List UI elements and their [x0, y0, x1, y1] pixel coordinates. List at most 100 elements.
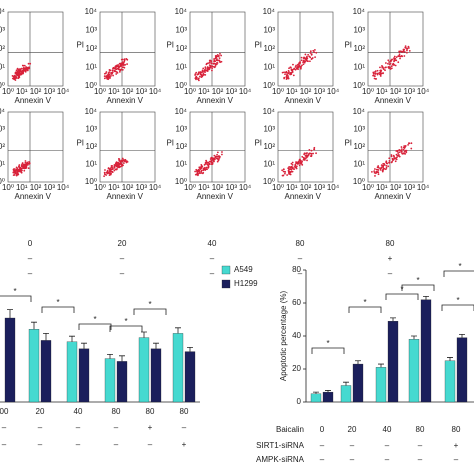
x-tick-label: 80	[452, 425, 461, 434]
event-dot	[379, 169, 382, 171]
event-dot	[399, 57, 401, 60]
event-dot	[407, 143, 410, 146]
event-dot	[387, 66, 390, 68]
event-dot	[391, 157, 394, 160]
bar	[375, 367, 387, 403]
x-tick-label: 10¹	[286, 87, 298, 96]
event-dot	[288, 67, 290, 70]
significance-mark: *	[363, 298, 366, 307]
x-tick-label: 10⁰	[2, 183, 14, 192]
event-dot	[290, 170, 293, 173]
event-dot	[213, 157, 216, 160]
bracket	[41, 306, 75, 313]
x-tick-label: 80	[180, 407, 189, 416]
event-dot	[289, 168, 292, 170]
y-axis-label: PI	[254, 40, 262, 49]
error-bar	[153, 342, 159, 349]
event-dot	[195, 78, 197, 81]
event-dot	[208, 61, 211, 64]
event-dot	[27, 167, 30, 170]
event-dot	[205, 62, 208, 65]
event-dot	[114, 66, 117, 68]
event-dot	[115, 73, 118, 75]
event-dot	[385, 166, 388, 169]
legend-swatch	[221, 265, 231, 275]
condition-label: –	[38, 423, 43, 432]
x-tick-label: 10¹	[108, 87, 120, 96]
event-dot	[221, 153, 223, 156]
event-dot	[112, 167, 114, 170]
event-dot	[374, 70, 377, 73]
y-tick-label: 10³	[0, 125, 5, 134]
event-dot	[209, 158, 212, 160]
event-dot	[289, 73, 292, 76]
x-axis-label: Annexin V	[197, 96, 234, 105]
error-bar	[390, 317, 396, 322]
event-dot	[314, 49, 316, 51]
event-dot	[283, 71, 286, 74]
event-dot	[103, 77, 106, 80]
x-tick-label: 10⁴	[57, 183, 70, 192]
y-tick-label: 10¹	[263, 160, 275, 169]
event-dot	[23, 167, 26, 170]
event-dot	[373, 77, 376, 80]
event-dot	[25, 166, 28, 169]
bar	[104, 358, 116, 403]
event-dot	[400, 150, 403, 153]
event-dot	[107, 171, 110, 174]
event-dot	[16, 74, 19, 77]
event-dot	[114, 168, 117, 171]
bracket	[109, 325, 143, 332]
condition-label: –	[298, 269, 303, 278]
event-dot	[373, 168, 376, 170]
event-dot	[215, 54, 218, 57]
error-bar	[141, 331, 147, 338]
y-tick-label: 10²	[175, 44, 187, 53]
event-dot	[116, 163, 118, 166]
y-axis-label: PI	[76, 139, 84, 148]
event-dot	[404, 149, 407, 152]
condition-label: –	[350, 455, 355, 464]
event-dot	[211, 162, 214, 164]
event-dot	[110, 72, 113, 75]
row-title: SIRT1-siRNA	[256, 441, 305, 450]
x-tick-label: 10⁰	[184, 183, 196, 192]
bar	[387, 320, 399, 403]
event-dot	[207, 166, 210, 169]
event-dot	[16, 168, 19, 171]
event-dot	[402, 50, 405, 53]
bracket	[348, 306, 382, 313]
x-tick-label: 10³	[43, 183, 55, 192]
event-dot	[18, 168, 21, 170]
event-dot	[119, 162, 121, 165]
event-dot	[200, 71, 203, 74]
event-dot	[18, 73, 21, 76]
event-dot	[23, 169, 26, 172]
event-dot	[217, 155, 220, 157]
event-dot	[395, 59, 398, 62]
event-dot	[110, 168, 112, 171]
event-dot	[211, 69, 213, 72]
event-dot	[117, 166, 119, 169]
x-tick-label: 10⁰	[272, 87, 284, 96]
y-tick-label: 10⁰	[263, 177, 275, 186]
condition-label: –	[388, 269, 393, 278]
event-dot	[397, 55, 400, 58]
event-dot	[311, 57, 314, 59]
y-tick-label: 80	[292, 265, 301, 274]
event-dot	[110, 75, 112, 77]
error-bar	[7, 309, 13, 318]
bracket	[401, 284, 435, 291]
event-dot	[287, 69, 290, 72]
y-tick-label: 10¹	[85, 160, 97, 169]
event-dot	[124, 63, 127, 66]
condition-label: –	[418, 455, 423, 464]
event-dot	[13, 76, 16, 79]
event-dot	[288, 171, 291, 174]
condition-label: 80	[296, 239, 305, 248]
y-tick-label: 10²	[175, 142, 187, 151]
x-tick-label: 10⁰	[362, 87, 374, 96]
event-dot	[23, 64, 26, 67]
event-dot	[202, 171, 205, 174]
